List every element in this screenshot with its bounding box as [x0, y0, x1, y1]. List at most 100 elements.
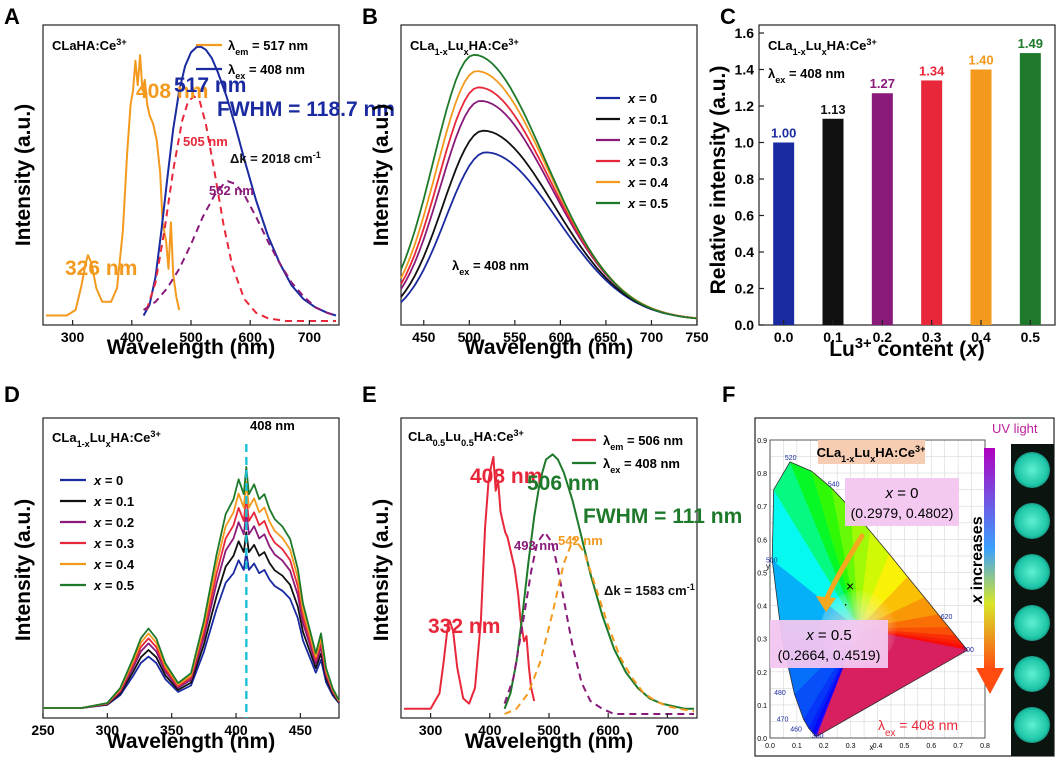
panel-a-annotation: Δk = 2018 cm-1 — [230, 150, 321, 166]
panel-e-annotation: 408 nm — [470, 465, 542, 488]
panel-b-legend-label-part: = 0.1 — [635, 112, 668, 127]
panel-a-legend-label-part: ex — [235, 71, 245, 81]
panel-e-legend-label-part: ex — [610, 465, 620, 475]
panel-f-locus-label: 460 — [790, 726, 802, 733]
panel-d-title-part: x — [106, 439, 111, 449]
panel-d-series-4 — [43, 481, 340, 709]
panel-c-bar — [921, 80, 943, 325]
panel-b-xtick-label: 550 — [503, 329, 527, 345]
panel-c-title-part: x — [822, 47, 827, 57]
panel-b-legend-label-part: = 0 — [635, 91, 657, 106]
panel-c-ytick-label: 0.2 — [735, 281, 755, 297]
panel-f-ytick-label: 0.5 — [757, 570, 767, 577]
panel-b-title-part: CLa — [410, 38, 435, 53]
panel-e-xtick-label: 700 — [656, 722, 680, 738]
panel-f-xtick-label: 0.2 — [819, 743, 829, 750]
panel-b: Bx = 0x = 0.1x = 0.2x = 0.3x = 0.4x = 0.… — [362, 4, 709, 359]
panel-b-xlabel: Wavelength (nm) — [465, 336, 633, 359]
panel-c-bar — [1019, 53, 1041, 325]
panel-f-coord-box — [845, 478, 959, 526]
panel-a-xlabel: Wavelength (nm) — [107, 336, 275, 359]
panel-d-xtick-label: 400 — [224, 722, 248, 738]
panel-d-series-3 — [43, 496, 340, 709]
panel-c-ytick-label: 1.6 — [735, 25, 755, 41]
panel-d-legend-label: x = 0.2 — [93, 515, 134, 530]
panel-e-legend-label: λem = 506 nm — [603, 433, 683, 452]
panel-f-phosphor-sample — [1014, 656, 1050, 692]
panel-d-legend-label: x = 0.5 — [93, 578, 134, 593]
panel-f-point-label-part: = 0 — [893, 485, 918, 502]
panel-b-title-part: 3+ — [508, 37, 518, 47]
panel-f-phosphor-sample — [1014, 605, 1050, 641]
panel-e-annotation: 493 nm — [514, 538, 559, 553]
panel-e-title-part: HA:Ce — [474, 429, 514, 444]
panel-b-annotation-part: λ — [452, 258, 460, 273]
panel-f-xtick-label: 0.0 — [765, 743, 775, 750]
panel-a-letter: A — [4, 4, 20, 29]
panel-f-xtick-label: 0.7 — [953, 743, 963, 750]
panel-f-title-part: 3+ — [915, 444, 925, 454]
panel-f-point-label: x = 0.5 — [805, 627, 851, 644]
panel-f-locus-label: 520 — [785, 455, 797, 462]
panel-f-phosphor-sample — [1014, 554, 1050, 590]
panel-a-series-1 — [142, 45, 337, 317]
panel-f-xtick-label: 0.8 — [980, 743, 990, 750]
panel-d-title-part: HA:Ce — [111, 430, 151, 445]
panel-a-title-part: CLaHA:Ce — [52, 38, 116, 53]
panel-b-xtick-label: 600 — [549, 329, 573, 345]
panel-c-xlabel-part: Lu — [829, 338, 855, 361]
panel-f-locus-label: 620 — [941, 614, 953, 621]
panel-f-excitation-label-part: ex — [885, 728, 895, 739]
panel-d-annotation: 408 nm — [250, 418, 295, 433]
panel-c-ytick-label: 1.4 — [735, 62, 755, 78]
panel-e-title-part: 0.5 — [461, 438, 474, 448]
panel-c-ytick-label: 1.0 — [735, 135, 755, 151]
panel-f-locus-label: 500 — [766, 558, 778, 565]
panel-a-xtick-label: 600 — [239, 329, 263, 345]
panel-c-ylabel: Relative intensity (a.u.) — [707, 66, 730, 295]
panel-d-legend-label-part: = 0.1 — [101, 494, 134, 509]
panel-f-title-part: Lu — [854, 445, 870, 460]
panel-a-legend-label-part: = 408 nm — [245, 62, 305, 77]
panel-f-phosphor-sample — [1014, 452, 1050, 488]
panel-e-xtick-label: 400 — [478, 722, 502, 738]
panel-b-legend-label-part: x — [627, 91, 636, 106]
panel-f-point-label-part: x — [805, 627, 814, 644]
panel-a-legend-label-part: em — [235, 47, 248, 57]
panel-a-annotation: FWHM = 118.7 nm — [217, 98, 395, 121]
panel-e-legend-label-part: λ — [603, 433, 611, 448]
panel-f-excitation-label: λex = 408 nm — [878, 717, 958, 739]
panel-e-legend-label-part: λ — [603, 456, 611, 471]
panel-a-legend-label-part: λ — [228, 38, 236, 53]
panel-e-annotation: 542 nm — [558, 533, 603, 548]
panel-b-legend-label-part: x — [627, 196, 636, 211]
panel-b-title-part: HA:Ce — [469, 38, 509, 53]
panel-d-legend-label-part: = 0.4 — [101, 557, 135, 572]
panel-e-annotation: Δk = 1583 cm-1 — [604, 582, 695, 598]
panel-b-legend-label-part: x — [627, 154, 636, 169]
panel-f-point-marker: × — [846, 578, 854, 594]
panel-d-legend-label-part: = 0 — [101, 473, 123, 488]
panel-c-bar-label: 1.27 — [870, 76, 895, 91]
panel-a: A 300 400 500 600 700 Wavelength (nm) Intensity… — [4, 4, 395, 359]
panel-c-subtitle-part: λ — [768, 66, 776, 81]
panel-c-xtick-label: 0.4 — [971, 329, 991, 345]
panel-c-xtick-label: 0.1 — [823, 329, 843, 345]
panel-f-xtick-label: 0.4 — [873, 743, 883, 750]
panel-e-xtick-label: 500 — [537, 722, 561, 738]
panel-c-title-part: 3+ — [866, 37, 876, 47]
panel-c-xtick-label: 0.3 — [922, 329, 942, 345]
panel-c-ytick-label: 0.4 — [735, 244, 755, 260]
panel-f-point-coords: (0.2979, 0.4802) — [851, 505, 954, 521]
panel-a-title: CLaHA:Ce3+ — [52, 37, 127, 53]
panel-a-xtick-label: 400 — [120, 329, 144, 345]
panel-d-legend-label: x = 0.4 — [93, 557, 135, 572]
panel-d-legend-label-part: x — [93, 473, 102, 488]
panel-c-ytick-label: 0.6 — [735, 208, 755, 224]
panel-c-subtitle: λex = 408 nm — [768, 66, 845, 85]
panel-b-annotation: λex = 408 nm — [452, 258, 529, 277]
panel-d-title-part: 3+ — [150, 429, 160, 439]
panel-c-bar — [773, 142, 795, 325]
panel-d: Dx = 0x = 0.1x = 0.2x = 0.3x = 0.4x = 0.… — [4, 382, 340, 753]
